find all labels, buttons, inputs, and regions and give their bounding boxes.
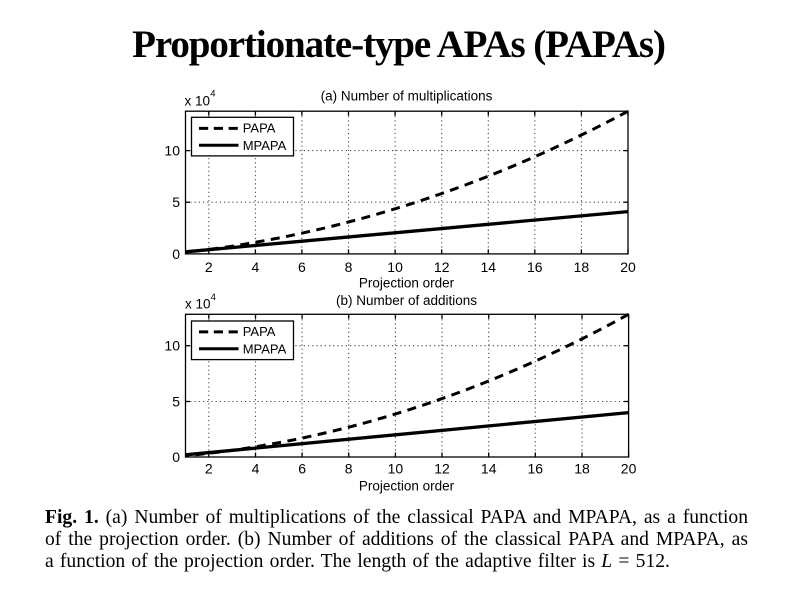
svg-text:MPAPA: MPAPA [243,138,287,153]
svg-text:16: 16 [527,259,543,275]
svg-text:4: 4 [252,460,260,476]
svg-text:5: 5 [172,194,180,210]
svg-text:4: 4 [211,292,216,303]
svg-text:14: 14 [481,259,497,275]
svg-text:20: 20 [620,259,636,275]
svg-text:12: 12 [434,259,450,275]
svg-text:16: 16 [528,460,544,476]
svg-text:6: 6 [298,460,306,476]
svg-text:x 10: x 10 [185,93,211,108]
svg-text:2: 2 [205,259,213,275]
svg-text:MPAPA: MPAPA [243,341,287,356]
svg-text:10: 10 [164,143,180,159]
svg-text:0: 0 [172,449,180,465]
svg-text:8: 8 [345,259,353,275]
svg-text:8: 8 [345,460,353,476]
svg-text:PAPA: PAPA [243,121,276,136]
svg-text:10: 10 [387,259,403,275]
svg-text:14: 14 [481,460,497,476]
svg-text:(b) Number of additions: (b) Number of additions [336,293,477,308]
svg-text:Projection order: Projection order [359,276,455,291]
svg-text:x 10: x 10 [185,296,211,311]
svg-text:(a) Number of multiplications: (a) Number of multiplications [321,89,493,104]
svg-text:10: 10 [164,338,180,354]
svg-text:Projection order: Projection order [359,478,455,493]
svg-text:0: 0 [172,246,180,262]
svg-text:4: 4 [210,89,215,100]
svg-text:10: 10 [388,460,404,476]
svg-text:20: 20 [621,460,637,476]
svg-text:PAPA: PAPA [243,324,276,339]
svg-text:18: 18 [574,259,590,275]
svg-text:12: 12 [434,460,450,476]
svg-text:2: 2 [205,460,213,476]
svg-text:6: 6 [298,259,306,275]
svg-text:18: 18 [574,460,590,476]
svg-text:5: 5 [172,394,180,410]
svg-text:4: 4 [252,259,260,275]
